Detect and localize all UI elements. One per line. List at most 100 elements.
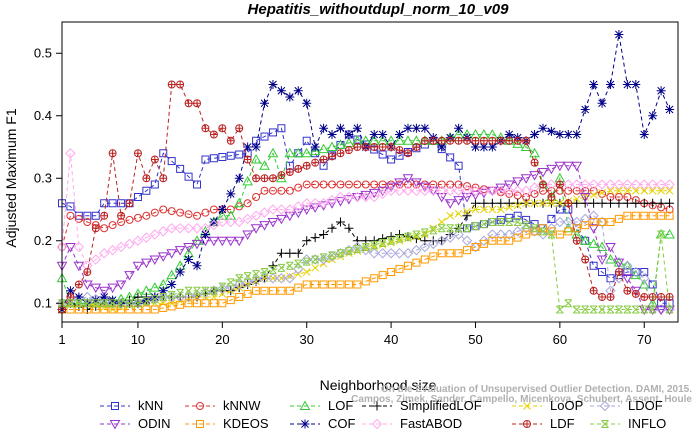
data-point [124,238,135,250]
data-point [396,146,404,154]
y-tick-label: 0.1 [34,295,52,310]
data-point [640,305,649,314]
data-point [301,198,312,209]
data-point [640,293,648,301]
data-point [91,299,100,308]
data-point [226,151,235,160]
data-point [419,182,431,193]
data-point [184,255,194,264]
series-line [61,215,670,310]
data-point [276,248,286,258]
data-point [108,299,117,308]
data-point [217,283,228,294]
data-point [649,293,657,301]
data-point [184,299,193,308]
data-point [512,185,523,196]
data-point [579,213,591,225]
data-point [242,213,253,225]
data-point [387,236,395,245]
data-point [446,211,455,220]
data-point [488,205,497,214]
data-point [277,263,286,272]
data-point [196,402,204,410]
data-point [463,246,472,255]
legend-item-knn: kNN [100,398,163,413]
data-point [394,135,405,145]
data-point [352,236,362,246]
data-point [387,143,395,151]
data-point [259,160,270,170]
data-point [630,266,642,278]
data-point [100,199,109,208]
data-point [454,123,464,133]
data-point [598,268,607,276]
data-point [404,232,412,241]
data-point [174,246,186,256]
data-point [319,253,328,262]
legend-item-odin: ODIN [100,416,171,431]
data-point [233,197,245,208]
data-point [394,178,405,188]
legend-item-kdeos: KDEOS [185,416,269,431]
data-point [547,193,555,201]
data-point [479,198,489,208]
legend-item-simplifiedlof: SimplifiedLOF [362,398,482,413]
x-tick-label: 70 [637,332,651,347]
data-point [345,247,353,256]
data-point [150,208,159,217]
data-point [319,280,328,289]
data-point [91,211,100,220]
data-point [488,137,496,145]
data-point [505,137,513,145]
data-point [648,305,657,314]
data-point [369,248,380,259]
data-point [523,420,531,428]
data-point [623,287,631,295]
data-point [133,213,142,222]
data-point [598,293,606,301]
data-point [580,105,590,114]
data-point [564,199,572,207]
data-point [437,180,446,189]
data-point [471,137,479,145]
data-point [579,179,591,190]
data-point [470,142,480,152]
data-point [589,80,599,89]
data-point [395,180,404,189]
y-axis-label: Adjusted Maximum F1 [3,108,19,247]
data-point [75,299,83,308]
data-point [201,124,209,132]
data-point [631,198,641,208]
data-point [142,174,150,182]
data-point [292,147,304,158]
data-point [369,236,379,246]
data-point [158,286,168,296]
x-axis-label: Neighborhood size [320,377,437,393]
data-point [360,244,371,256]
data-point [167,207,176,216]
data-point [66,305,75,314]
data-point [335,217,345,227]
data-point [522,137,530,145]
data-point [588,179,599,190]
data-point [216,210,228,220]
data-point [98,286,110,297]
data-point [606,218,615,226]
data-point [589,198,599,208]
series-line [61,134,670,306]
data-point [605,243,616,253]
legend-label: LoOP [550,398,583,413]
data-point [260,268,269,276]
data-point [132,235,144,246]
data-point [411,244,422,256]
data-point [268,286,277,295]
data-point [335,197,346,207]
data-point [201,155,210,164]
data-point [201,299,210,308]
legend-item-cof: COF [290,416,356,431]
data-point [446,180,455,189]
data-point [90,283,102,294]
data-point [250,275,262,286]
data-point [309,145,321,156]
data-point [470,190,481,201]
